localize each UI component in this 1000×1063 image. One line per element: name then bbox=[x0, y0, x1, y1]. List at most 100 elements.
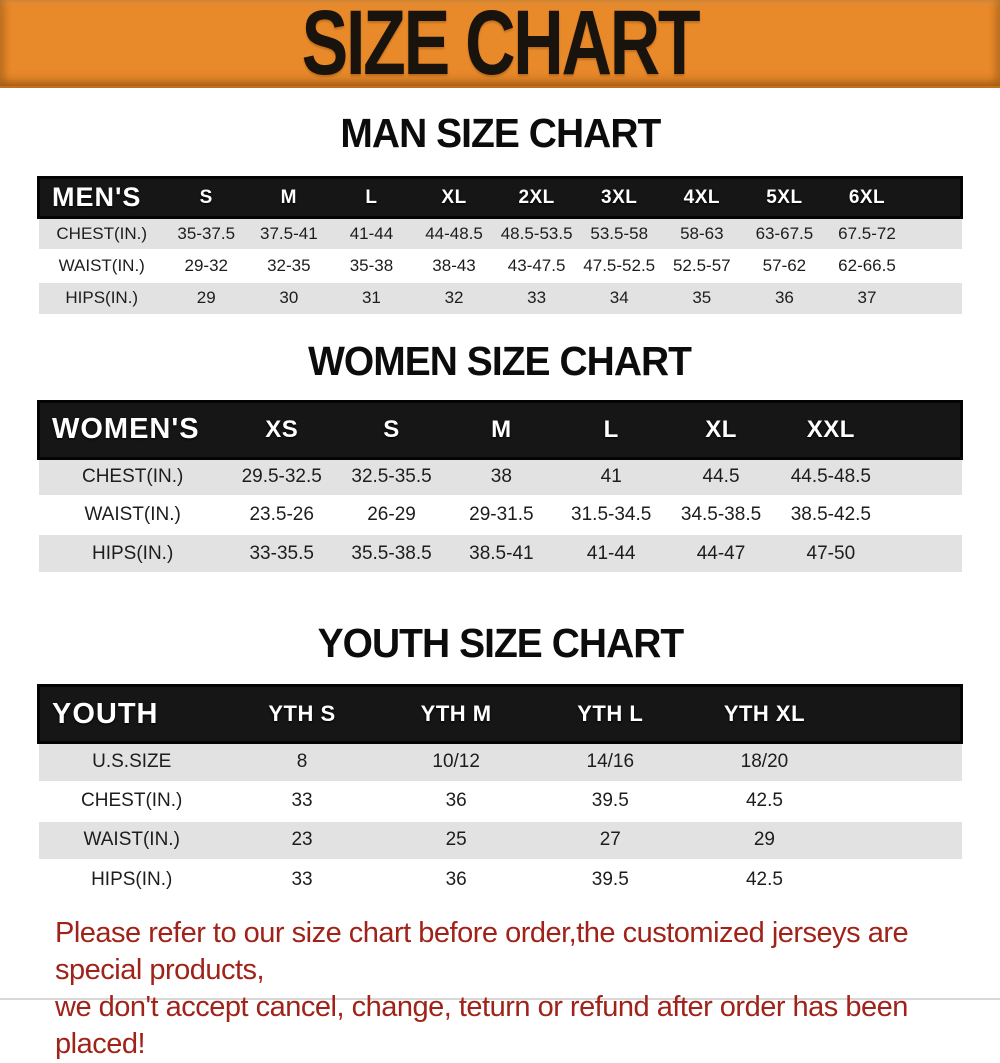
size-column-header: M bbox=[491, 415, 512, 443]
men-size-table: MEN'S S M L XL 2XL 3XL 4XL 5XL 6XL CHEST(IN.) 35-37… bbox=[37, 176, 963, 314]
size-value-cell: 62-66.5 bbox=[825, 248, 909, 282]
size-column-header: S bbox=[199, 186, 213, 208]
size-value-cell: 44-48.5 bbox=[412, 216, 496, 250]
size-value-cell: 53.5-58 bbox=[577, 216, 661, 250]
table-row: U.S.SIZE 8 10/12 14/16 18/20 bbox=[38, 741, 962, 782]
size-value-cell: 58-63 bbox=[660, 216, 744, 250]
size-column-header: XL bbox=[705, 415, 737, 443]
section-heading-women-text: WOMEN SIZE CHART bbox=[308, 337, 693, 384]
size-value-cell: 23.5-26 bbox=[226, 495, 337, 534]
filler-cell bbox=[841, 741, 962, 782]
table-header-row: MEN'S S M L XL 2XL 3XL 4XL 5XL 6XL bbox=[38, 177, 962, 218]
filler-cell bbox=[885, 533, 962, 572]
footer-disclaimer: Please refer to our size chart before or… bbox=[55, 915, 1000, 1063]
size-value-cell: 25 bbox=[379, 819, 534, 860]
filler-header-cell bbox=[886, 401, 962, 458]
filler-cell bbox=[908, 280, 962, 314]
size-value-cell: 41-44 bbox=[330, 216, 413, 250]
size-column-header: L bbox=[603, 415, 619, 443]
youth-size-table: YOUTH YTH S YTH M YTH L YTH XL U.S.SIZE 8 10/12… bbox=[37, 684, 963, 899]
row-label-cell: HIPS(IN.) bbox=[38, 280, 165, 314]
section-heading-man-text: MAN SIZE CHART bbox=[340, 110, 661, 156]
size-value-cell: 31.5-34.5 bbox=[556, 495, 667, 534]
size-value-cell: 63-67.5 bbox=[743, 216, 826, 250]
size-column-header: L bbox=[365, 186, 378, 208]
size-column-header: 4XL bbox=[683, 186, 720, 208]
filler-header-cell bbox=[908, 178, 961, 218]
size-value-cell: 47.5-52.5 bbox=[577, 248, 661, 282]
size-value-cell: 44-47 bbox=[666, 533, 776, 572]
table-row: CHEST(IN.) 33 36 39.5 42.5 bbox=[38, 780, 962, 821]
size-value-cell: 35-37.5 bbox=[164, 216, 248, 250]
size-value-cell: 44.5-48.5 bbox=[775, 457, 886, 496]
size-column-header: S bbox=[383, 415, 400, 443]
filler-cell bbox=[908, 248, 962, 282]
table-header-label: YOUTH bbox=[52, 697, 159, 730]
table-header-label: MEN'S bbox=[52, 182, 142, 212]
table-row: WAIST(IN.) 29-32 32-35 35-38 38-43 43-47.5 47.… bbox=[38, 248, 962, 282]
size-value-cell: 29-32 bbox=[164, 248, 248, 282]
table-row: CHEST(IN.) 35-37.5 37.5-41 41-44 44-48.5 48.5… bbox=[38, 216, 962, 250]
size-value-cell: 32.5-35.5 bbox=[336, 457, 447, 496]
size-value-cell: 43-47.5 bbox=[495, 248, 578, 282]
table-header-row: YOUTH YTH S YTH M YTH L YTH XL bbox=[38, 685, 962, 743]
size-value-cell: 10/12 bbox=[379, 741, 534, 782]
size-column-header: YTH S bbox=[268, 701, 336, 726]
size-value-cell: 42.5 bbox=[687, 858, 842, 899]
filler-header-cell bbox=[842, 686, 962, 743]
size-value-cell: 33 bbox=[224, 858, 380, 899]
filler-cell bbox=[885, 457, 962, 496]
table-row: WAIST(IN.) 23 25 27 29 bbox=[38, 819, 962, 860]
table-row: HIPS(IN.) 33 36 39.5 42.5 bbox=[38, 858, 962, 899]
size-value-cell: 8 bbox=[224, 741, 380, 782]
section-heading-man: MAN SIZE CHART bbox=[0, 110, 1000, 156]
women-size-table: WOMEN'S XS S M L XL XXL CHEST(IN.) 29.5-32.5 32.5… bbox=[37, 400, 963, 572]
size-value-cell: 27 bbox=[533, 819, 688, 860]
table-row: CHEST(IN.) 29.5-32.5 32.5-35.5 38 41 44.5 44.5… bbox=[38, 457, 962, 496]
banner: SIZE CHART bbox=[0, 0, 1000, 94]
size-value-cell: 38 bbox=[446, 457, 557, 496]
size-value-cell: 33 bbox=[224, 780, 380, 821]
size-value-cell: 36 bbox=[743, 280, 826, 314]
footer-disclaimer-line1: Please refer to our size chart before or… bbox=[55, 916, 909, 986]
filler-cell bbox=[841, 819, 962, 860]
size-value-cell: 38.5-42.5 bbox=[775, 495, 886, 534]
size-value-cell: 34.5-38.5 bbox=[666, 495, 776, 534]
size-value-cell: 14/16 bbox=[533, 741, 688, 782]
size-value-cell: 44.5 bbox=[666, 457, 776, 496]
size-value-cell: 47-50 bbox=[775, 533, 886, 572]
size-value-cell: 35-38 bbox=[330, 248, 413, 282]
size-column-header: YTH L bbox=[577, 701, 644, 726]
row-label-cell: CHEST(IN.) bbox=[38, 457, 227, 496]
size-value-cell: 29 bbox=[164, 280, 248, 314]
row-label-cell: WAIST(IN.) bbox=[38, 248, 165, 282]
size-value-cell: 29-31.5 bbox=[446, 495, 557, 534]
size-column-header: XXL bbox=[806, 415, 855, 443]
filler-cell bbox=[841, 858, 962, 899]
size-value-cell: 32 bbox=[412, 280, 496, 314]
size-value-cell: 29.5-32.5 bbox=[226, 457, 337, 496]
size-value-cell: 41 bbox=[556, 457, 667, 496]
size-value-cell: 23 bbox=[224, 819, 380, 860]
table-header-label: WOMEN'S bbox=[52, 413, 200, 445]
table-row: HIPS(IN.) 29 30 31 32 33 34 35 36 37 bbox=[38, 280, 962, 314]
size-column-header: 3XL bbox=[601, 186, 638, 208]
size-value-cell: 32-35 bbox=[247, 248, 331, 282]
row-label-cell: WAIST(IN.) bbox=[38, 495, 227, 534]
banner-title: SIZE CHART bbox=[301, 0, 701, 94]
size-value-cell: 31 bbox=[330, 280, 413, 314]
size-value-cell: 42.5 bbox=[687, 780, 842, 821]
size-value-cell: 57-62 bbox=[743, 248, 826, 282]
size-value-cell: 35.5-38.5 bbox=[336, 533, 447, 572]
size-column-header: 6XL bbox=[848, 186, 886, 208]
table-row: WAIST(IN.) 23.5-26 26-29 29-31.5 31.5-34.5 34… bbox=[38, 495, 962, 534]
size-value-cell: 34 bbox=[577, 280, 661, 314]
size-column-header: 5XL bbox=[766, 186, 803, 208]
filler-cell bbox=[885, 495, 962, 534]
size-value-cell: 37.5-41 bbox=[247, 216, 331, 250]
size-value-cell: 18/20 bbox=[687, 741, 842, 782]
row-label-cell: CHEST(IN.) bbox=[38, 780, 225, 821]
section-heading-women: WOMEN SIZE CHART bbox=[0, 338, 1000, 384]
row-label-cell: WAIST(IN.) bbox=[38, 819, 225, 860]
